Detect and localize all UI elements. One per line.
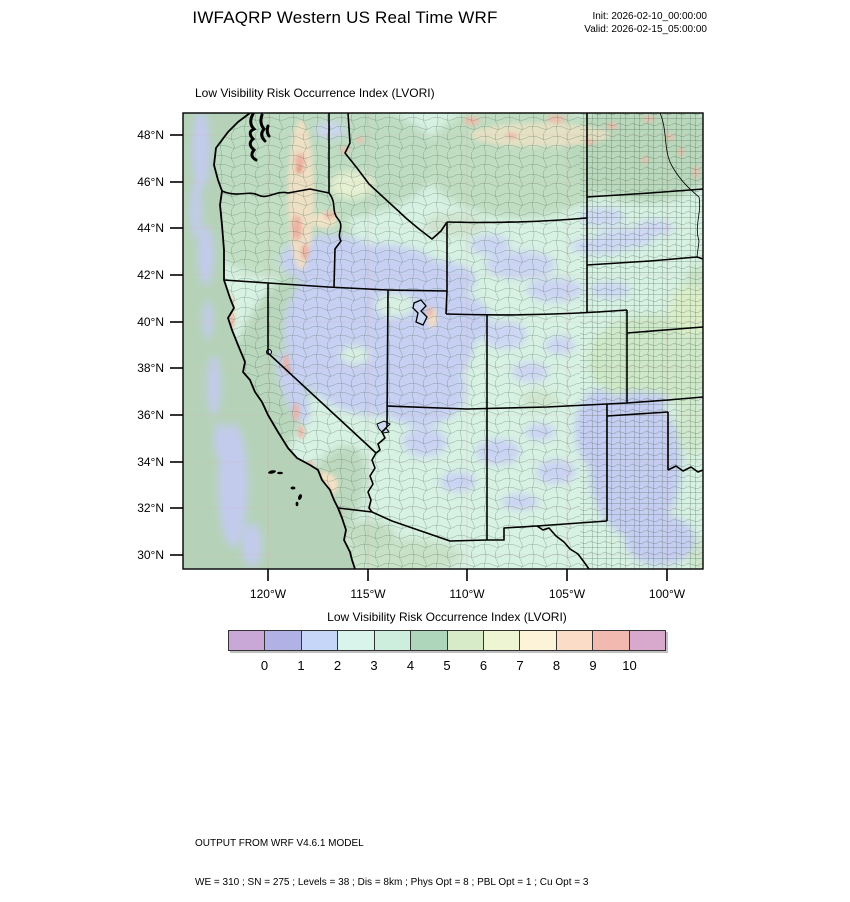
lon-tick-label: 100°W (649, 587, 686, 601)
legend-swatch (374, 631, 412, 650)
lat-axis: 48°N 46°N 44°N 42°N 40°N 38°N 36°N 34°N 32°N 30°N (137, 128, 183, 562)
lon-axis: 120°W 115°W 110°W 105°W 100°W (250, 569, 686, 601)
legend-tick-label: 8 (552, 658, 561, 673)
lat-tick-label: 42°N (137, 268, 164, 282)
legend-swatch (556, 631, 594, 650)
lat-tick-label: 44°N (137, 221, 164, 235)
map-canvas (183, 113, 703, 569)
lat-tick-label: 40°N (137, 315, 164, 329)
legend-tick-label: 9 (589, 658, 597, 673)
legend-tick-label: 7 (516, 658, 524, 673)
lat-tick-label: 38°N (137, 361, 164, 375)
legend-tick-label: 3 (370, 658, 378, 673)
legend-swatch (411, 631, 448, 650)
legend-swatch (301, 631, 339, 650)
rivers (659, 113, 701, 258)
legend-swatch (593, 631, 630, 650)
lat-tick-label: 30°N (137, 548, 164, 562)
wrf-plot-page: { "header": { "title": "IWFAQRP Western … (137, 8, 707, 888)
lat-tick-label: 48°N (137, 128, 164, 142)
lon-tick-label: 105°W (549, 587, 586, 601)
lon-tick-label: 110°W (449, 587, 485, 601)
legend-swatch (229, 631, 266, 650)
wrf-map: 48°N 46°N 44°N 42°N 40°N 38°N 36°N 34°N 32°N 30°N… (137, 112, 704, 601)
legend-tick-label: 5 (443, 658, 451, 673)
legend-swatch (520, 631, 557, 650)
legend-swatch (629, 631, 666, 650)
legend-tick-label: 4 (406, 658, 415, 673)
legend-tick-label: 6 (479, 658, 488, 673)
legend-swatch (338, 631, 375, 650)
puget-sound (248, 113, 271, 162)
lat-tick-label: 32°N (137, 501, 164, 515)
legend-colorbar (228, 630, 666, 651)
init-time-label: Init: 2026-02-10_00:00:00 (592, 11, 707, 22)
page-title: IWFAQRP Western US Real Time WRF (192, 8, 498, 27)
footer-line2: WE = 310 ; SN = 275 ; Levels = 38 ; Dis … (195, 877, 589, 888)
legend-tick-label: 0 (260, 658, 269, 673)
channel-islands (268, 470, 303, 507)
legend-tick-label: 2 (333, 658, 342, 673)
map-frame (182, 112, 704, 570)
ocean-patches (190, 113, 262, 567)
state-borders (221, 113, 703, 569)
legend-title: Low Visibility Risk Occurrence Index (LV… (327, 610, 567, 624)
legend-swatch (447, 631, 484, 650)
missouri-river (659, 113, 701, 258)
model-footer: OUTPUT FROM WRF V4.6.1 MODEL WE = 310 ; … (195, 811, 588, 902)
footer-line1: OUTPUT FROM WRF V4.6.1 MODEL (195, 838, 364, 849)
lon-tick-label: 115°W (350, 587, 386, 601)
valid-time-label: Valid: 2026-02-15_05:00:00 (584, 24, 707, 35)
lat-tick-label: 46°N (137, 175, 164, 189)
county-lines-east (580, 113, 703, 569)
lon-tick-label: 120°W (250, 587, 287, 601)
model-time-block: Init: 2026-02-10_00:00:00 Valid: 2026-02… (584, 10, 707, 36)
legend-swatch (265, 631, 302, 650)
great-salt-lake (412, 299, 428, 326)
legend-tick-label: 10 (622, 658, 637, 673)
lat-tick-label: 36°N (137, 408, 164, 422)
legend-tick-label: 1 (297, 658, 305, 673)
lat-tick-label: 34°N (137, 455, 164, 469)
legend-swatch (483, 631, 521, 650)
map-subtitle: Low Visibility Risk Occurrence Index (LV… (195, 86, 435, 100)
